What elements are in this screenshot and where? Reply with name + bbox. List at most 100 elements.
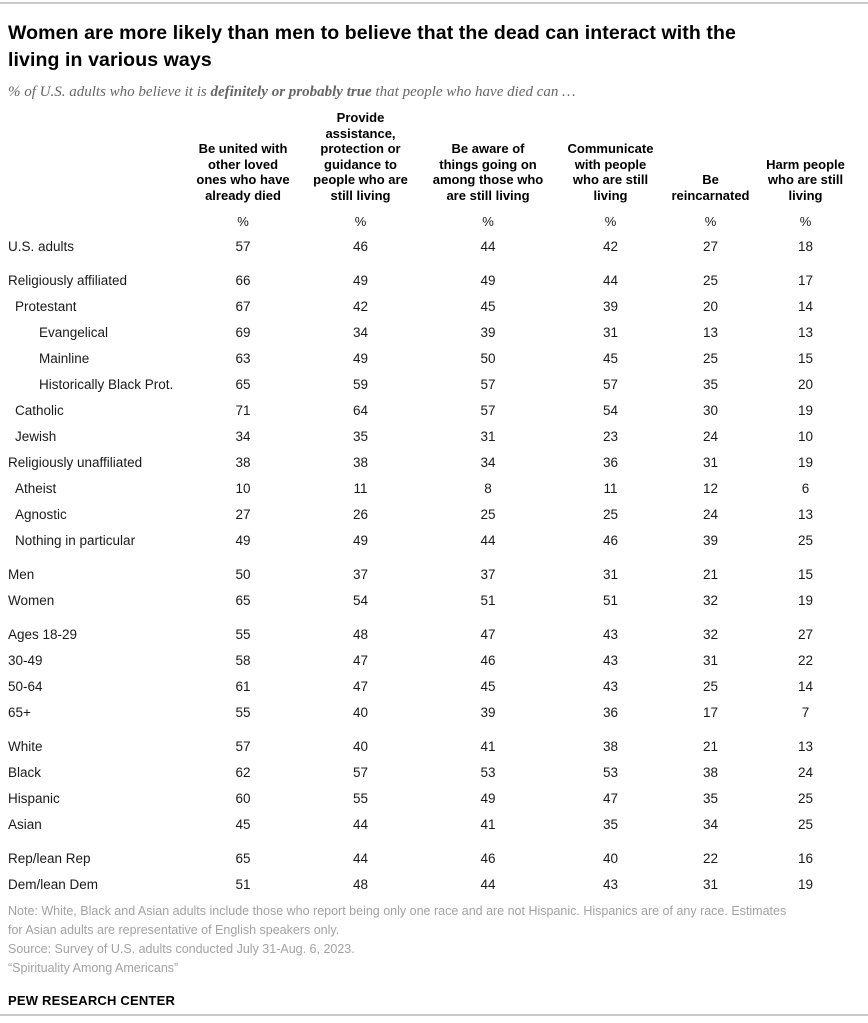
cell-value: 45 [602,351,619,366]
cell-value: 57 [480,403,496,418]
cell-value: 21 [702,567,719,582]
cell-value: 19 [797,877,814,892]
table-row: Dem/lean Dem 51 48 44 43 31 19 [8,872,853,898]
cell-value: 31 [702,455,719,470]
cell-value: 65 [235,851,251,866]
source-text: Source: Survey of U.S. adults conducted … [8,942,355,956]
table-row: Agnostic 27 26 25 25 24 13 [8,502,853,528]
cell-value: 47 [352,679,369,694]
cell-value: 17 [797,273,814,288]
row-label: Men [8,567,35,582]
table-row: Black 62 57 53 53 38 24 [8,760,853,786]
cell-value: 11 [603,481,618,496]
cell-value: 48 [352,627,369,642]
cell-value: 50 [235,567,251,582]
table-row: Protestant 67 42 45 39 20 14 [8,294,853,320]
table-row: Historically Black Prot. 65 59 57 57 35 20 [8,372,853,398]
cell-value: 14 [797,299,814,314]
row-label: Ages 18-29 [8,627,78,642]
row-label: Nothing in particular [15,533,136,548]
cell-value: 55 [235,627,251,642]
cell-value: 37 [480,567,496,582]
cell-value: 20 [797,377,814,392]
cell-value: 25 [797,791,814,806]
cell-value: 35 [702,791,719,806]
cell-value: 66 [235,273,251,288]
row-label: White [8,739,43,754]
cell-value: 40 [352,739,369,754]
cell-value: 50 [480,351,496,366]
table-row: Mainline 63 49 50 45 25 15 [8,346,853,372]
row-label-column-spacer [8,110,183,207]
table-row: Asian 45 44 41 35 34 25 [8,812,853,838]
row-label: Rep/lean Rep [8,851,91,866]
cell-value: 60 [235,791,251,806]
cell-value: 34 [352,325,369,340]
cell-value: 31 [702,877,719,892]
cell-value: 25 [602,507,619,522]
cell-value: 46 [480,851,496,866]
cell-value: 40 [602,851,619,866]
cell-value: 63 [235,351,251,366]
row-label: 30-49 [8,653,43,668]
cell-value: 30 [702,403,719,418]
cell-value: 54 [602,403,619,418]
table-row: Atheist 10 11 8 11 12 6 [8,476,853,502]
cell-value: 25 [702,679,719,694]
cell-value: 13 [797,739,814,754]
cell-value: 41 [480,739,496,754]
cell-value: 32 [702,627,719,642]
column-header: Communicate with people who are still li… [567,141,654,203]
table-row: U.S. adults 57 46 44 42 27 18 [8,234,853,260]
footer-notes: Note: White, Black and Asian adults incl… [8,902,860,978]
cell-value: 19 [797,593,814,608]
cell-value: 49 [352,351,369,366]
cell-value: 27 [797,627,814,642]
cell-value: 45 [480,299,496,314]
cell-value: 36 [602,455,619,470]
cell-value: 13 [702,325,719,340]
cell-value: 36 [602,705,619,720]
cell-value: 23 [602,429,619,444]
cell-value: 49 [235,533,251,548]
cell-value: 12 [702,481,719,496]
row-label: Dem/lean Dem [8,877,99,892]
cell-value: 17 [702,705,719,720]
attribution-text: “Spirituality Among Americans” [8,961,179,975]
cell-value: 22 [702,851,719,866]
table-body: U.S. adults 57 46 44 42 27 18 Religiously affil… [8,234,853,898]
cell-value: 14 [797,679,814,694]
cell-value: 25 [797,817,814,832]
cell-value: 43 [602,877,619,892]
cell-value: 39 [480,325,496,340]
page-title: Women are more likely than men to believ… [8,22,736,71]
bottom-divider [0,1014,868,1016]
cell-value: 46 [602,533,619,548]
cell-value: 49 [352,533,369,548]
cell-value: 51 [235,877,251,892]
cell-value: 38 [702,765,719,780]
cell-value: 13 [797,507,814,522]
cell-value: 44 [352,851,369,866]
column-header: Be united with other loved ones who have… [196,141,290,203]
column-header: Harm people who are still living [766,156,845,203]
cell-value: 10 [235,481,251,496]
cell-value: 25 [702,351,719,366]
row-label: Women [8,593,55,608]
table-row: Nothing in particular 49 49 44 46 39 25 [8,528,853,554]
subtitle-emphasis: definitely or probably true [210,84,372,100]
column-header: Provide assistance, protection or guidan… [313,110,408,203]
column-header-row: Be united with other loved ones who have… [8,110,853,207]
cell-value: 39 [602,299,619,314]
table-header: Be united with other loved ones who have… [8,110,853,234]
cell-value: 6 [801,481,810,496]
cell-value: 62 [235,765,251,780]
cell-value: 44 [480,533,496,548]
table-row: 65+ 55 40 39 36 17 7 [8,700,853,726]
row-label-column-spacer [8,207,183,234]
percent-sign: % [354,214,367,229]
row-label: Protestant [15,299,77,314]
cell-value: 27 [702,239,719,254]
cell-value: 34 [702,817,719,832]
